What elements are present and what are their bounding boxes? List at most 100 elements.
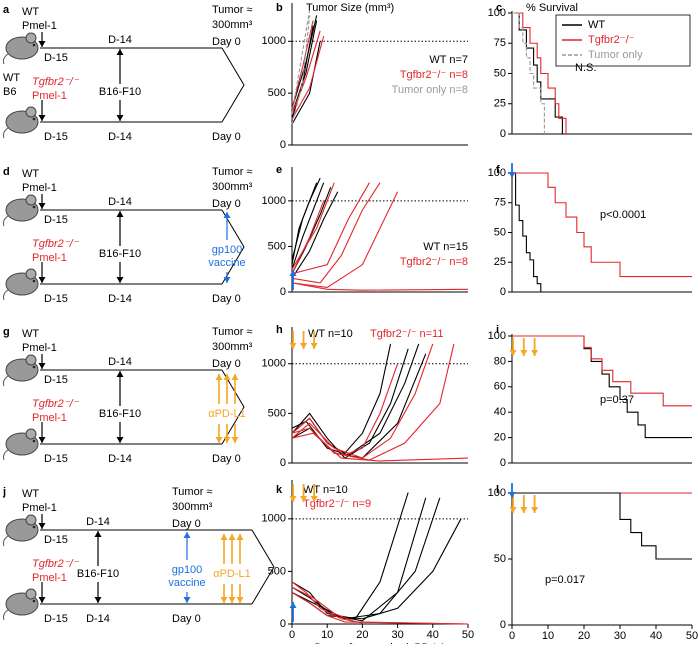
schematic-label: 300mm³ xyxy=(212,181,253,193)
x-tick-label: 0 xyxy=(509,630,515,642)
mouse-ear xyxy=(25,268,37,280)
y-tick-label: 0 xyxy=(280,139,286,151)
schematic-label: WT xyxy=(22,488,39,500)
arrow-head xyxy=(38,277,46,283)
schematic-label: Pmel-1 xyxy=(32,90,67,102)
schematic-label: WT xyxy=(22,328,39,340)
schematic-label: Pmel-1 xyxy=(22,20,57,32)
arrow-head xyxy=(531,507,539,513)
panel-letter: f xyxy=(496,164,500,176)
y-tick-label: 60 xyxy=(494,381,506,393)
y-tick-label: 1000 xyxy=(262,513,286,525)
schematic-label: Tumor ≈ xyxy=(212,4,252,16)
y-tick-label: 0 xyxy=(280,618,286,630)
x-tick-label: 30 xyxy=(614,630,626,642)
schematic-label: D-15 xyxy=(44,293,68,305)
growth-curve xyxy=(291,586,469,625)
panel-letter: k xyxy=(276,484,283,496)
schematic-label: D-14 xyxy=(108,34,132,46)
y-tick-label: 50 xyxy=(494,67,506,79)
schematic-label: gp100 xyxy=(172,564,203,576)
schematic-label: Tumor ≈ xyxy=(212,166,252,178)
schematic-label: Tgfbr2⁻/⁻ xyxy=(32,398,80,410)
schematic-label: Pmel-1 xyxy=(22,182,57,194)
schematic-label: d xyxy=(3,166,10,178)
mouse-eye xyxy=(32,599,36,603)
mouse-ear xyxy=(25,32,37,44)
growth-curve xyxy=(291,497,441,620)
schematic-label: D-14 xyxy=(108,453,132,465)
panel-letter: i xyxy=(496,324,499,336)
schematic-label: WT xyxy=(3,72,20,84)
schematic-label: B16-F10 xyxy=(99,408,141,420)
schematic-label: D-15 xyxy=(44,52,68,64)
growth-curve xyxy=(291,20,318,115)
schematic-label: Day 0 xyxy=(212,358,241,370)
growth-curve xyxy=(291,581,363,624)
growth-curve xyxy=(291,363,399,456)
growth-curve xyxy=(291,343,434,459)
schematic-label: Day 0 xyxy=(212,293,241,305)
schematic-label: Day 0 xyxy=(212,36,241,48)
chevron xyxy=(221,369,245,445)
y-tick-label: 100 xyxy=(488,167,506,179)
y-tick-label: 500 xyxy=(268,240,286,252)
arrow-head xyxy=(223,212,231,218)
arrow-head xyxy=(38,115,46,121)
annotation: Tgfbr2⁻/⁻ n=8 xyxy=(400,69,468,81)
schematic-label: D-14 xyxy=(86,516,110,528)
x-tick-label: 50 xyxy=(686,630,698,642)
schematic-label: D-15 xyxy=(44,214,68,226)
panel-letter: e xyxy=(276,164,282,176)
survival-curve xyxy=(512,12,545,134)
arrow-head xyxy=(509,350,517,356)
schematic-label: Pmel-1 xyxy=(22,342,57,354)
arrow-head xyxy=(289,602,297,608)
panel-letter: l xyxy=(496,484,499,496)
mouse-ear xyxy=(25,194,37,206)
arrow-head xyxy=(231,374,239,380)
schematic-label: D-15 xyxy=(44,534,68,546)
arrow-head xyxy=(289,496,297,502)
y-tick-label: 40 xyxy=(494,406,506,418)
schematic-label: D-14 xyxy=(108,131,132,143)
mouse-eye xyxy=(32,525,36,529)
arrow-head xyxy=(508,172,516,178)
x-tick-label: 10 xyxy=(321,629,333,641)
annotation: Tgfbr2⁻/⁻ n=8 xyxy=(400,256,468,268)
arrow-head xyxy=(520,350,528,356)
arrow-head xyxy=(38,523,46,529)
survival-curve xyxy=(512,172,542,292)
y-tick-label: 75 xyxy=(494,197,506,209)
schematic-label: WT xyxy=(22,168,39,180)
growth-curve xyxy=(291,348,409,459)
annotation: N.S. xyxy=(575,62,596,74)
arrow-head xyxy=(509,507,517,513)
mouse-tail xyxy=(3,53,9,65)
arrow-head xyxy=(223,277,231,283)
y-tick-label: 100 xyxy=(488,7,506,19)
y-tick-label: 0 xyxy=(500,286,506,298)
schematic-label: D-14 xyxy=(108,293,132,305)
chart-title: Tumor Size (mm³) xyxy=(306,2,394,14)
mouse-eye xyxy=(32,279,36,283)
x-tick-label: 10 xyxy=(542,630,554,642)
mouse-ear xyxy=(25,354,37,366)
schematic-label: vaccine xyxy=(168,577,205,589)
schematic-label: g xyxy=(3,326,10,338)
arrow-head xyxy=(38,41,46,47)
arrow-head xyxy=(300,343,308,349)
arrow-head xyxy=(223,374,231,380)
growth-curve xyxy=(291,282,469,291)
chevron xyxy=(221,209,245,285)
schematic-label: Tumor ≈ xyxy=(212,326,252,338)
y-tick-label: 25 xyxy=(494,98,506,110)
schematic-label: Tgfbr2⁻/⁻ xyxy=(32,558,80,570)
panel-letter: b xyxy=(276,2,283,14)
arrow-head xyxy=(215,374,223,380)
mouse-tail xyxy=(3,127,9,139)
schematic-label: B16-F10 xyxy=(99,86,141,98)
schematic-label: Tgfbr2⁻/⁻ xyxy=(32,76,80,88)
annotation: Tgfbr2⁻/⁻ n=9 xyxy=(303,498,371,510)
arrow-head xyxy=(236,534,244,540)
